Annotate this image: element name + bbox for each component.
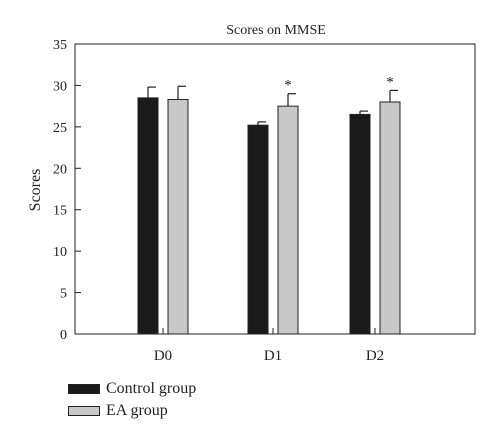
bar-1-0: [167, 99, 189, 335]
y-tick-label-7: 35: [53, 38, 67, 53]
bar-0-1: [247, 124, 269, 335]
bar-1-2: [379, 101, 401, 335]
chart-title: Scores on MMSE: [226, 23, 326, 38]
plot-frame: [74, 43, 476, 335]
bar-1-1: [277, 105, 299, 335]
bars: * *: [137, 74, 401, 335]
legend: Control group EA group: [68, 378, 196, 422]
x-tick-label-1: D1: [264, 348, 282, 364]
bar-0-2: [349, 113, 371, 335]
x-axis-ticks: D0 D1 D2: [154, 328, 384, 364]
legend-swatch-control: [68, 384, 100, 394]
y-tick-label-2: 10: [53, 245, 67, 260]
y-tick-label-1: 5: [60, 287, 67, 302]
legend-item-control: Control group: [68, 378, 196, 400]
y-tick-label-6: 30: [53, 79, 67, 94]
y-tick-label-5: 25: [53, 121, 67, 136]
y-tick-label-3: 15: [53, 204, 67, 219]
legend-label-control: Control group: [106, 380, 197, 397]
significance-marker-1-2: *: [386, 74, 394, 90]
legend-item-ea: EA group: [68, 400, 196, 422]
x-tick-label-0: D0: [154, 348, 172, 364]
legend-label-ea: EA group: [106, 402, 168, 419]
y-tick-label-0: 0: [60, 328, 67, 343]
y-tick-label-4: 20: [53, 162, 67, 177]
bar-0-0: [137, 97, 159, 335]
y-axis-label: Scores: [27, 169, 44, 212]
significance-marker-1-1: *: [284, 78, 292, 94]
x-tick-label-2: D2: [366, 348, 384, 364]
legend-swatch-ea: [68, 406, 100, 416]
y-axis-ticks: 0 5 10 15 20 25 30 35: [53, 38, 81, 343]
